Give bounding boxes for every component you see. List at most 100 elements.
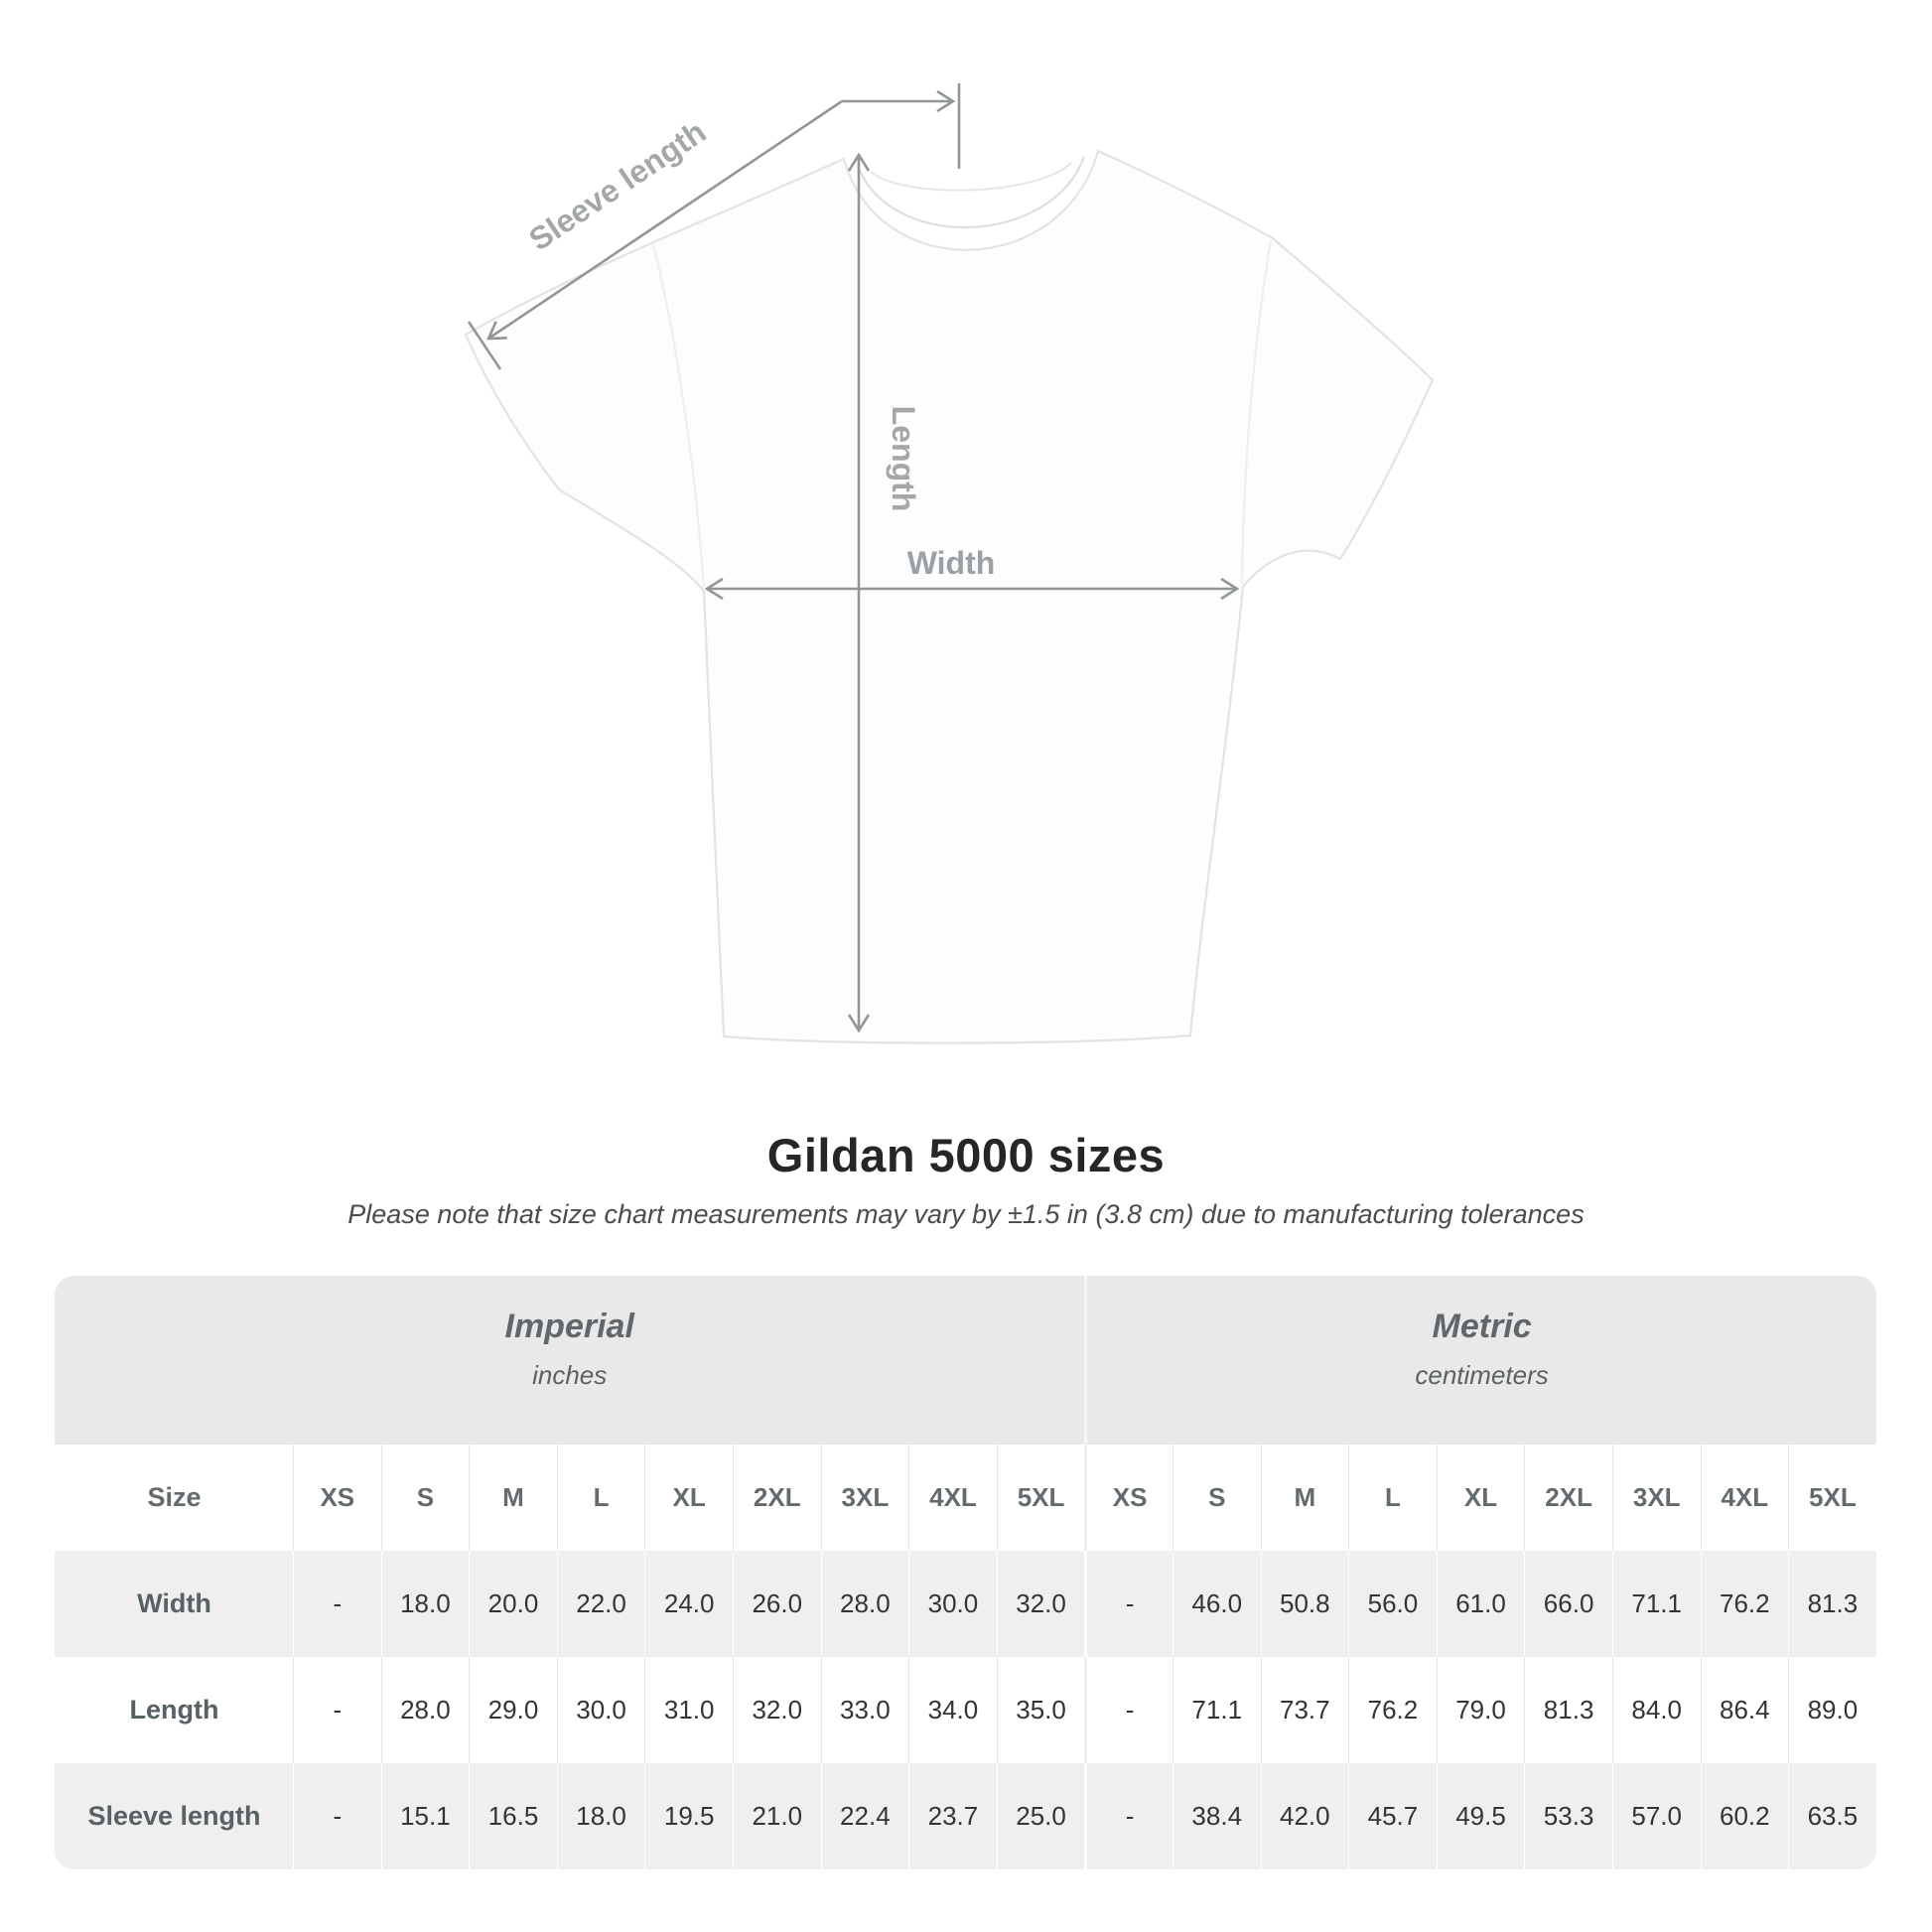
value-cell-imperial: 26.0 <box>732 1551 821 1657</box>
collar-back-edge <box>870 162 1072 192</box>
length-label: Length <box>886 406 921 512</box>
value-cell-metric: 56.0 <box>1348 1551 1437 1657</box>
right-armhole-seam <box>1240 239 1273 585</box>
measurement-row-length: Length -28.0 29.0 30.0 31.0 32.0 33.0 34.0 35.0-… <box>55 1657 1876 1763</box>
imperial-unit-name: Imperial <box>504 1308 634 1345</box>
value-cell-imperial: 32.0 <box>996 1551 1085 1657</box>
collar-inner-edge <box>856 156 1086 229</box>
value-cell-imperial: - <box>293 1763 381 1869</box>
value-cell-metric: 45.7 <box>1348 1763 1437 1869</box>
size-header-imperial-2xl: 2XL <box>732 1445 821 1551</box>
value-cell-metric: 49.5 <box>1436 1763 1525 1869</box>
measurement-row-sleeve-length: Sleeve length -15.1 16.5 18.0 19.5 21.0 22.4 23… <box>55 1763 1876 1869</box>
value-cell-metric: 81.3 <box>1788 1551 1876 1657</box>
value-cell-metric: - <box>1084 1551 1173 1657</box>
size-header-metric-3xl: 3XL <box>1611 1445 1701 1551</box>
imperial-unit-subtitle: inches <box>532 1360 608 1390</box>
value-cell-imperial: 18.0 <box>556 1763 645 1869</box>
unit-header-band: Imperial inches Metric centimeters <box>55 1276 1876 1445</box>
value-cell-imperial: 23.7 <box>908 1763 997 1869</box>
size-header-metric-xs: XS <box>1084 1445 1173 1551</box>
value-cell-metric: 76.2 <box>1700 1551 1789 1657</box>
size-header-row: Size XS S M L XL 2XL 3XL 4XL 5XL XS S M L XL 2XL 3XL 4XL 5… <box>55 1445 1876 1551</box>
value-cell-metric: 60.2 <box>1700 1763 1789 1869</box>
value-cell-metric: 89.0 <box>1788 1657 1876 1763</box>
size-header-imperial-xl: XL <box>644 1445 733 1551</box>
value-cell-imperial: 32.0 <box>732 1657 821 1763</box>
value-cell-imperial: 15.1 <box>380 1763 470 1869</box>
value-cell-imperial: 35.0 <box>996 1657 1085 1763</box>
size-header-imperial-5xl: 5XL <box>996 1445 1085 1551</box>
value-cell-imperial: 28.0 <box>380 1657 470 1763</box>
value-cell-metric: 71.1 <box>1611 1551 1701 1657</box>
row-label: Length <box>129 1695 219 1725</box>
value-cell-metric: 46.0 <box>1172 1551 1261 1657</box>
row-label: Sleeve length <box>87 1801 261 1831</box>
size-header-metric-m: M <box>1260 1445 1349 1551</box>
value-cell-imperial: 25.0 <box>996 1763 1085 1869</box>
metric-unit-subtitle: centimeters <box>1415 1360 1549 1390</box>
size-table-body: Size XS S M L XL 2XL 3XL 4XL 5XL XS S M L XL 2XL 3XL 4XL 5… <box>55 1445 1876 1869</box>
value-cell-imperial: 31.0 <box>644 1657 733 1763</box>
value-cell-imperial: 22.0 <box>556 1551 645 1657</box>
value-cell-metric: 76.2 <box>1348 1657 1437 1763</box>
value-cell-imperial: - <box>293 1657 381 1763</box>
metric-unit-header: Metric centimeters <box>1084 1276 1875 1445</box>
value-cell-metric: 57.0 <box>1611 1763 1701 1869</box>
value-cell-imperial: 24.0 <box>644 1551 733 1657</box>
value-cell-metric: 81.3 <box>1524 1657 1612 1763</box>
size-header-metric-2xl: 2XL <box>1524 1445 1612 1551</box>
value-cell-imperial: 22.4 <box>820 1763 909 1869</box>
size-header-imperial-3xl: 3XL <box>820 1445 909 1551</box>
imperial-unit-header: Imperial inches <box>55 1276 1084 1445</box>
value-cell-imperial: 18.0 <box>380 1551 470 1657</box>
value-cell-imperial: 20.0 <box>469 1551 557 1657</box>
size-header-imperial-s: S <box>380 1445 470 1551</box>
value-cell-imperial: 34.0 <box>908 1657 997 1763</box>
value-cell-imperial: 29.0 <box>469 1657 557 1763</box>
tshirt-measurement-diagram: Sleeve length Length Width <box>464 83 1435 1044</box>
value-cell-metric: 71.1 <box>1172 1657 1261 1763</box>
value-cell-imperial: 33.0 <box>820 1657 909 1763</box>
value-cell-metric: 53.3 <box>1524 1763 1612 1869</box>
size-table: Imperial inches Metric centimeters Size X… <box>55 1276 1876 1869</box>
value-cell-metric: 50.8 <box>1260 1551 1349 1657</box>
value-cell-imperial: 21.0 <box>732 1763 821 1869</box>
value-cell-metric: 86.4 <box>1700 1657 1789 1763</box>
size-header-metric-s: S <box>1172 1445 1261 1551</box>
measurement-row-width: Width -18.0 20.0 22.0 24.0 26.0 28.0 30.0 32.0-4… <box>55 1551 1876 1657</box>
value-cell-metric: 42.0 <box>1260 1763 1349 1869</box>
value-cell-imperial: 19.5 <box>644 1763 733 1869</box>
value-cell-metric: - <box>1084 1763 1173 1869</box>
value-cell-metric: 79.0 <box>1436 1657 1525 1763</box>
value-cell-imperial: 16.5 <box>469 1763 557 1869</box>
value-cell-imperial: 30.0 <box>556 1657 645 1763</box>
sleeve-length-diagonal-line <box>488 99 843 339</box>
value-cell-metric: - <box>1084 1657 1173 1763</box>
cuff-reference-tick <box>467 321 502 370</box>
size-header-metric-xl: XL <box>1436 1445 1525 1551</box>
value-cell-metric: 38.4 <box>1172 1763 1261 1869</box>
value-cell-metric: 84.0 <box>1611 1657 1701 1763</box>
size-header-imperial-4xl: 4XL <box>908 1445 997 1551</box>
size-header-imperial-l: L <box>556 1445 645 1551</box>
value-cell-metric: 61.0 <box>1436 1551 1525 1657</box>
page-subtitle: Please note that size chart measurements… <box>347 1199 1585 1229</box>
left-armhole-seam <box>651 244 706 588</box>
row-label: Width <box>137 1588 211 1618</box>
value-cell-metric: 73.7 <box>1260 1657 1349 1763</box>
size-header-metric-l: L <box>1348 1445 1437 1551</box>
sleeve-length-dimension <box>467 83 961 370</box>
size-row-header: Size <box>147 1482 202 1512</box>
size-header-imperial-xs: XS <box>293 1445 381 1551</box>
value-cell-imperial: 30.0 <box>908 1551 997 1657</box>
size-header-metric-5xl: 5XL <box>1788 1445 1876 1551</box>
metric-unit-name: Metric <box>1432 1308 1532 1345</box>
size-header-metric-4xl: 4XL <box>1700 1445 1789 1551</box>
value-cell-metric: 66.0 <box>1524 1551 1612 1657</box>
value-cell-imperial: - <box>293 1551 381 1657</box>
tshirt-outline <box>464 149 1435 1044</box>
width-label: Width <box>907 545 996 581</box>
page-title: Gildan 5000 sizes <box>766 1129 1166 1181</box>
